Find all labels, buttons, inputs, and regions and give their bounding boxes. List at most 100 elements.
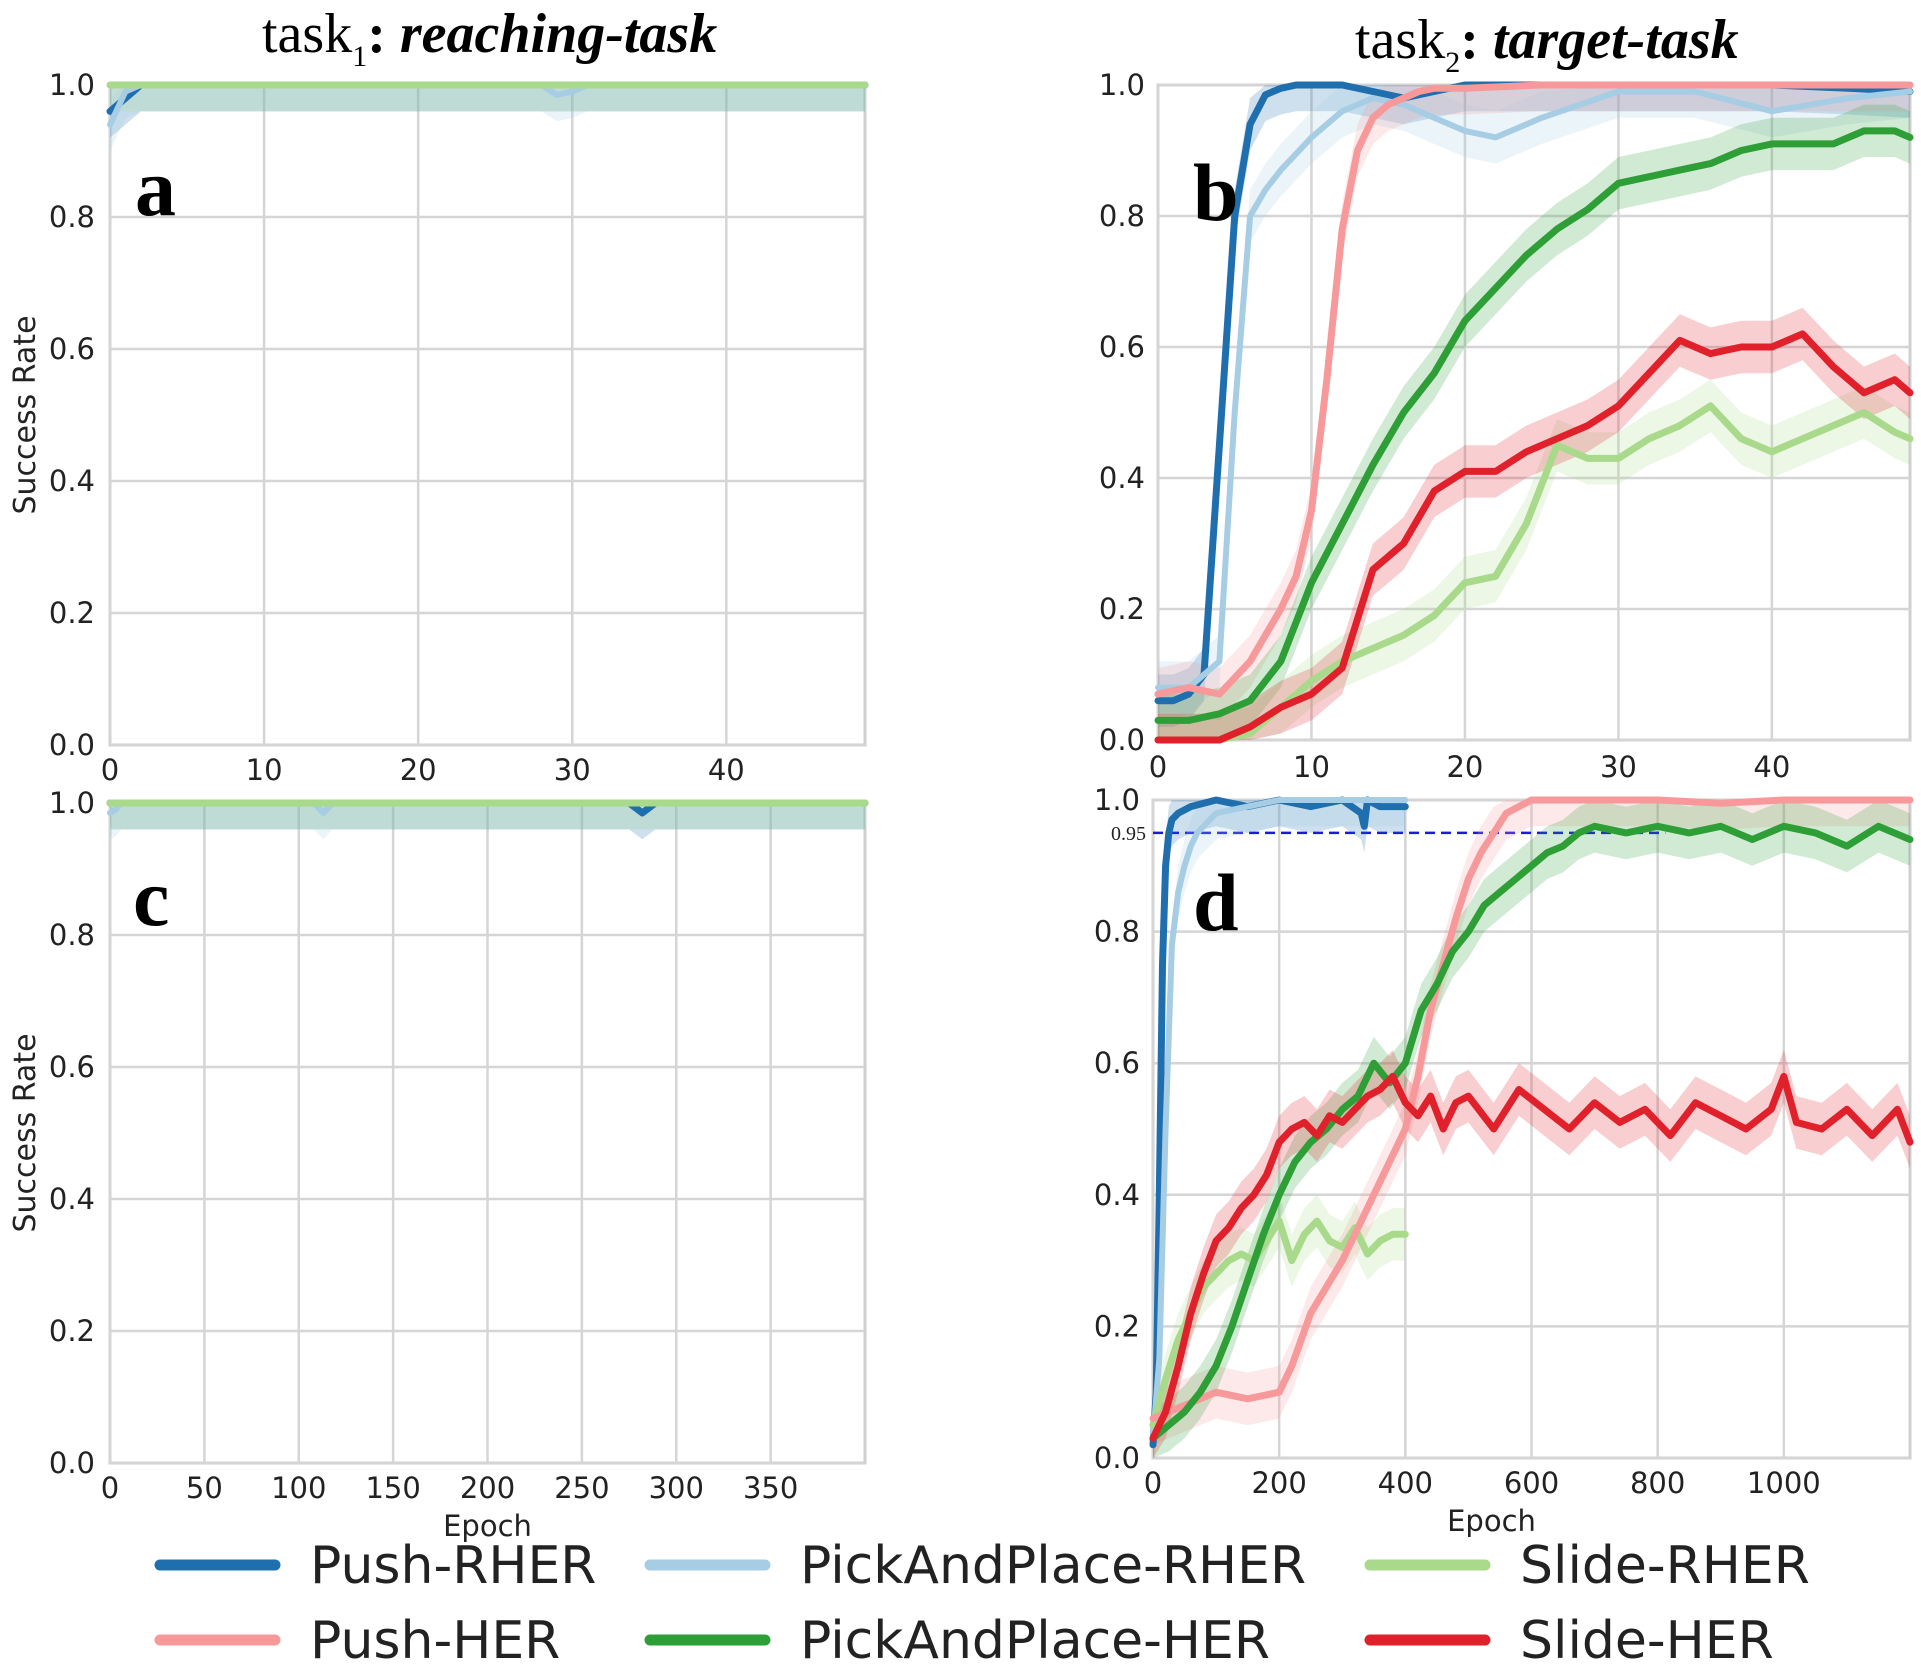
y-tick-label: 0.8 xyxy=(49,200,95,234)
x-tick-label: 250 xyxy=(554,1471,609,1505)
y-tick-label: 0.6 xyxy=(49,332,95,366)
legend-label: Slide-RHER xyxy=(1520,1536,1810,1596)
y-tick-label: 0.0 xyxy=(1094,1441,1140,1475)
series-band-Push-RHER xyxy=(110,85,865,138)
x-tick-label: 0 xyxy=(1144,1466,1162,1500)
y-tick-label: 0.4 xyxy=(1099,461,1145,495)
x-tick-label: 50 xyxy=(186,1471,223,1505)
x-tick-label: 30 xyxy=(1600,750,1637,784)
y-tick-label: 0.8 xyxy=(49,918,95,952)
title-task-name: target-task xyxy=(1493,9,1739,71)
plot-frame xyxy=(108,83,867,747)
panel-letter: a xyxy=(135,142,176,233)
y-tick-label: 0.2 xyxy=(49,596,95,630)
x-tick-label: 100 xyxy=(271,1471,326,1505)
y-tick-label: 0.2 xyxy=(1094,1309,1140,1343)
series-line-Push-HER xyxy=(1154,81,1914,698)
x-tick-label: 400 xyxy=(1378,1466,1433,1500)
title-subscript: 1 xyxy=(352,40,367,73)
panel-letter: d xyxy=(1193,857,1239,948)
title-task: task xyxy=(262,3,352,65)
series-band-Push-HER xyxy=(1153,800,1910,1445)
title-subscript: 2 xyxy=(1445,46,1460,79)
y-tick-label: 0.2 xyxy=(49,1314,95,1348)
x-tick-label: 30 xyxy=(554,753,591,787)
x-tick-label: 20 xyxy=(400,753,437,787)
legend-label: PickAndPlace-RHER xyxy=(800,1536,1306,1596)
panel-d: 0.0 0.2 0.4 0.6 0.8 1.0 0 200 400 600 800 1000 0.95 d… xyxy=(1094,783,1914,1538)
panel-a: 0.0 0.2 0.4 0.6 0.8 1.0 0 10 20 30 40 a Success Rate xyxy=(8,68,869,787)
y-tick-label: 0.0 xyxy=(1099,723,1145,757)
series-band-PickAndPlace-RHER xyxy=(1153,800,1406,1458)
y-tick-label: 0.8 xyxy=(1099,199,1145,233)
y-tick-label: 1.0 xyxy=(49,68,95,102)
column-title: task2: target-task xyxy=(1355,9,1739,79)
x-tick-label: 200 xyxy=(1251,1466,1306,1500)
y-tick-label: 0.4 xyxy=(49,464,95,498)
x-tick-label: 200 xyxy=(460,1471,515,1505)
x-tick-label: 40 xyxy=(1753,750,1790,784)
series-group xyxy=(1154,81,1914,744)
panel-letter: b xyxy=(1193,147,1239,238)
panel-c: 0.0 0.2 0.4 0.6 0.8 1.0 0 50 100 150 200 250 300 350 c… xyxy=(8,786,869,1543)
series-line-Push-RHER xyxy=(1149,796,1409,1449)
series-band-Slide-HER xyxy=(1158,307,1910,740)
x-tick-label: 800 xyxy=(1630,1466,1685,1500)
series-band-PickAndPlace-HER xyxy=(1158,104,1910,741)
y-axis-label: Success Rate xyxy=(8,1033,43,1232)
legend-label: Slide-HER xyxy=(1520,1611,1774,1671)
legend-label: Push-HER xyxy=(310,1611,560,1671)
legend-label: PickAndPlace-HER xyxy=(800,1611,1270,1671)
column-title: task1: reaching-task xyxy=(262,3,717,73)
x-axis-label: Epoch xyxy=(1447,1504,1536,1538)
x-tick-label: 0 xyxy=(1149,750,1167,784)
x-tick-label: 600 xyxy=(1504,1466,1559,1500)
series-band-PickAndPlace-HER xyxy=(1153,800,1910,1458)
x-tick-label: 350 xyxy=(743,1471,798,1505)
panel-letter: c xyxy=(133,852,169,943)
series-line-Slide-HER xyxy=(1154,330,1914,744)
y-tick-label: 1.0 xyxy=(49,786,95,820)
legend: Push-RHER PickAndPlace-RHER Slide-RHER Push… xyxy=(154,1536,1810,1671)
y-tick-label: 0.4 xyxy=(49,1182,95,1216)
series-line-Push-HER xyxy=(1149,796,1914,1422)
series-line-PickAndPlace-HER xyxy=(1154,127,1914,724)
y-tick-label: 0.0 xyxy=(49,1446,95,1480)
title-colon: : xyxy=(1460,9,1493,71)
y-tick-label: 0.6 xyxy=(49,1050,95,1084)
y-tick-label: 0.0 xyxy=(49,728,95,762)
x-tick-label: 40 xyxy=(708,753,745,787)
threshold-label: 0.95 xyxy=(1111,823,1146,845)
x-axis-label: Epoch xyxy=(443,1509,532,1543)
series-line-Slide-RHER xyxy=(1154,402,1914,744)
y-tick-label: 0.2 xyxy=(1099,592,1145,626)
legend-label: Push-RHER xyxy=(310,1536,596,1596)
x-tick-label: 0 xyxy=(101,753,119,787)
series-group xyxy=(1149,796,1914,1458)
x-tick-label: 300 xyxy=(649,1471,704,1505)
y-tick-label: 0.6 xyxy=(1099,330,1145,364)
panel-b: 0.0 0.2 0.4 0.6 0.8 1.0 0 10 20 30 40 b xyxy=(1099,68,1914,784)
x-tick-label: 1000 xyxy=(1747,1466,1821,1500)
series-band-Slide-RHER xyxy=(110,803,865,830)
title-task-name: reaching-task xyxy=(400,3,717,65)
series-band-Push-RHER xyxy=(110,803,865,840)
plot-frame xyxy=(1156,83,1912,742)
title-task: task xyxy=(1355,9,1445,71)
series-group xyxy=(106,81,869,151)
y-tick-label: 1.0 xyxy=(1099,68,1145,102)
y-tick-label: 0.8 xyxy=(1094,915,1140,949)
y-axis-label: Success Rate xyxy=(8,315,43,514)
x-tick-label: 150 xyxy=(365,1471,420,1505)
x-tick-label: 20 xyxy=(1446,750,1483,784)
x-tick-label: 10 xyxy=(1293,750,1330,784)
y-tick-label: 0.6 xyxy=(1094,1046,1140,1080)
x-tick-label: 0 xyxy=(101,1471,119,1505)
series-band-PickAndPlace-RHER xyxy=(110,85,865,151)
series-line-PickAndPlace-HER xyxy=(1149,822,1914,1442)
series-band-Slide-RHER xyxy=(110,85,865,112)
x-tick-label: 10 xyxy=(246,753,283,787)
series-line-Slide-HER xyxy=(1149,1072,1914,1442)
y-tick-label: 1.0 xyxy=(1094,783,1140,817)
